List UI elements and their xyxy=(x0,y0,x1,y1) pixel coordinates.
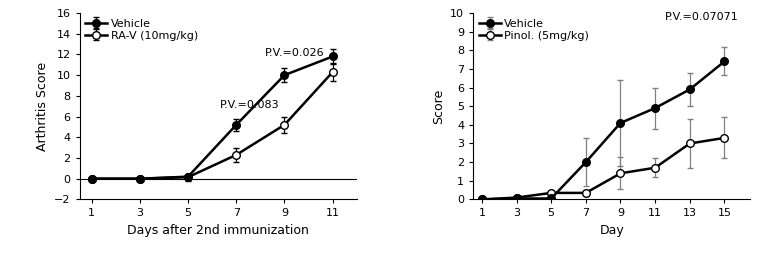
Text: P.V.=0.07071: P.V.=0.07071 xyxy=(665,12,738,23)
Legend: Vehicle, Pinol. (5mg/kg): Vehicle, Pinol. (5mg/kg) xyxy=(479,18,589,41)
Legend: Vehicle, RA-V (10mg/kg): Vehicle, RA-V (10mg/kg) xyxy=(85,18,198,41)
Text: P.V.=0.026: P.V.=0.026 xyxy=(265,48,325,59)
Y-axis label: Arthritis Score: Arthritis Score xyxy=(36,62,49,151)
Text: P.V.=0.083: P.V.=0.083 xyxy=(219,100,279,110)
X-axis label: Day: Day xyxy=(600,224,624,237)
X-axis label: Days after 2nd immunization: Days after 2nd immunization xyxy=(127,224,309,237)
Y-axis label: Score: Score xyxy=(431,89,445,124)
